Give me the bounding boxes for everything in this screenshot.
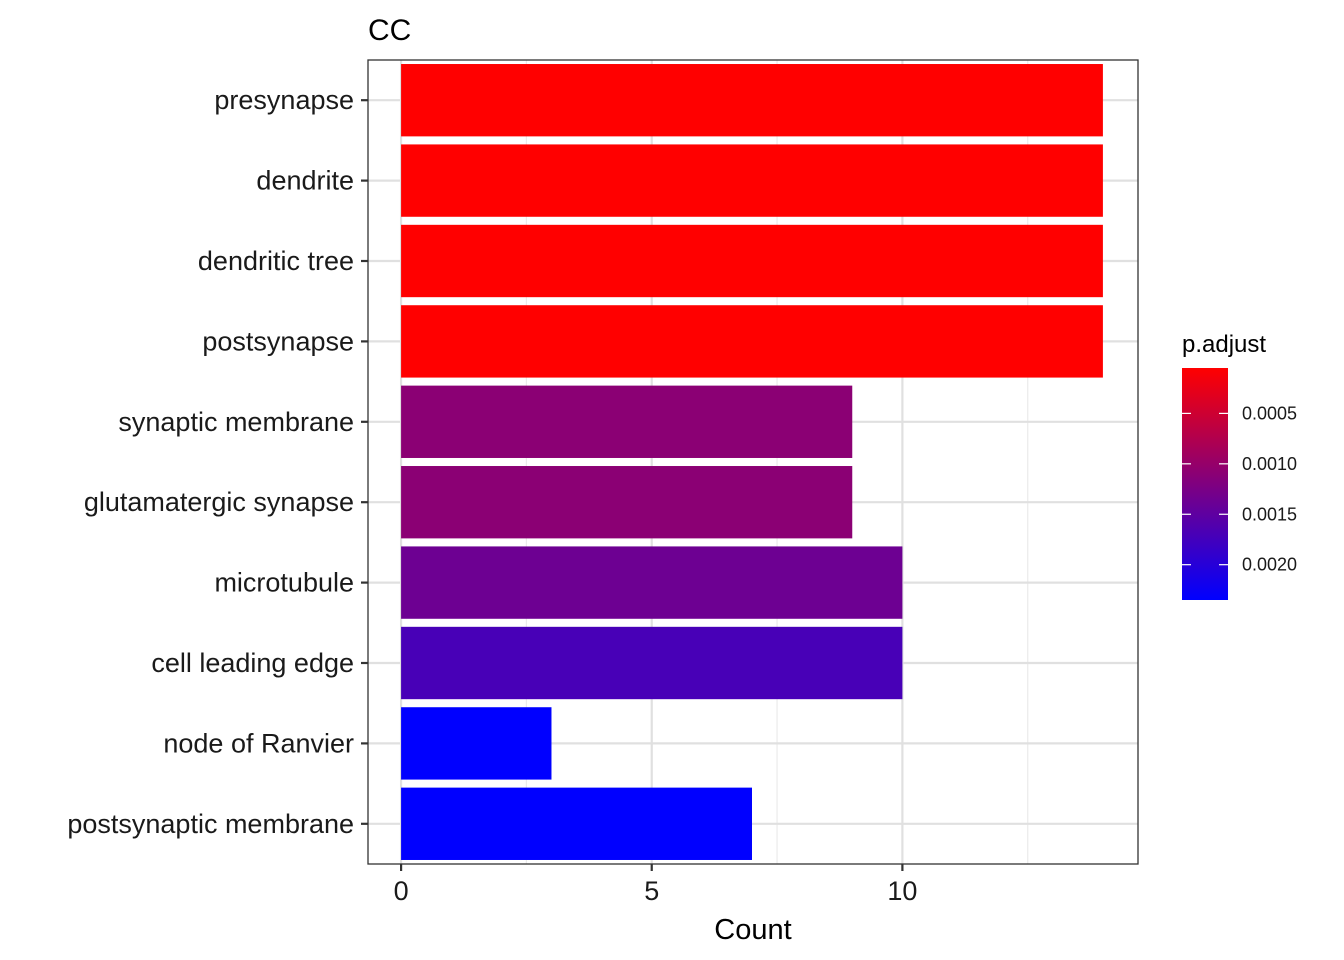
legend: p.adjust 0.0005 0.0010 0.0015 0.0020 xyxy=(1182,331,1297,600)
legend-tick-label: 0.0005 xyxy=(1242,403,1297,423)
y-tick-label: microtubule xyxy=(214,568,354,598)
bar-dendrite xyxy=(401,144,1103,217)
legend-colorbar xyxy=(1182,368,1228,600)
plot-border xyxy=(367,59,1139,865)
legend-tick-label: 0.0010 xyxy=(1242,454,1297,474)
bar-glutamatergic-synapse xyxy=(401,466,853,539)
bar-microtubule xyxy=(401,546,903,619)
bar-presynapse xyxy=(401,64,1103,137)
y-tick-label: dendritic tree xyxy=(198,246,354,276)
y-tick-label: presynapse xyxy=(214,85,354,115)
y-tick-label: cell leading edge xyxy=(151,648,354,678)
y-tick-label: synaptic membrane xyxy=(118,407,354,437)
x-tick-label: 0 xyxy=(394,876,409,906)
chart-title: CC xyxy=(368,14,411,47)
legend-tick-label: 0.0020 xyxy=(1242,555,1297,575)
bar-node-of-ranvier xyxy=(401,707,552,780)
bar-synaptic-membrane xyxy=(401,385,853,458)
x-axis-title: Count xyxy=(714,914,791,946)
y-tick-label: dendrite xyxy=(256,166,354,196)
x-tick-label: 10 xyxy=(887,876,917,906)
bar-postsynapse xyxy=(401,305,1103,378)
bar-cell-leading-edge xyxy=(401,626,903,700)
y-tick-label: node of Ranvier xyxy=(163,728,354,758)
bar-postsynaptic-membrane xyxy=(401,787,752,860)
x-tick-label: 5 xyxy=(644,876,659,906)
y-tick-label: glutamatergic synapse xyxy=(84,487,354,517)
legend-title: p.adjust xyxy=(1182,331,1266,358)
bar-dendritic-tree xyxy=(401,224,1103,298)
y-tick-label: postsynaptic membrane xyxy=(67,809,354,839)
y-tick-label: postsynapse xyxy=(202,326,354,356)
legend-tick-label: 0.0015 xyxy=(1242,504,1297,524)
